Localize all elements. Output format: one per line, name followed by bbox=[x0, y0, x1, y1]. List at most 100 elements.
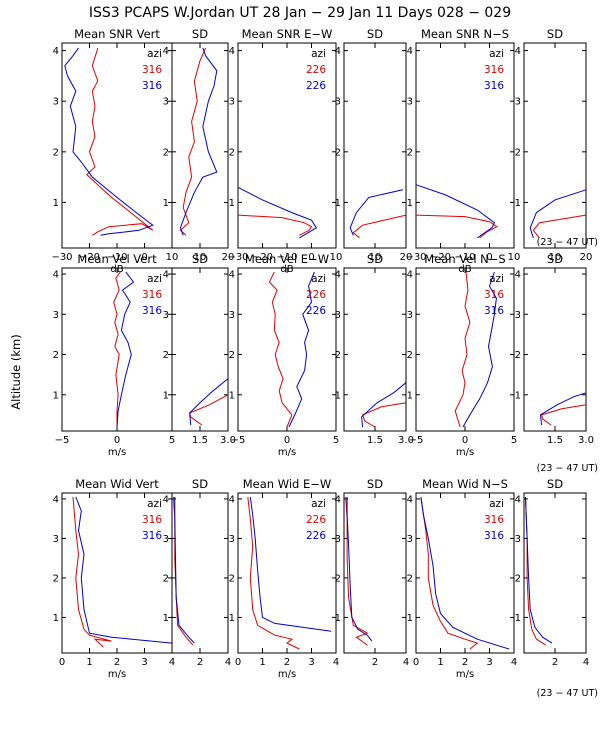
x-tick-label: 10 bbox=[194, 252, 207, 263]
y-tick-label: 4 bbox=[515, 270, 521, 281]
x-tick-label: 3 bbox=[308, 657, 314, 668]
azi-header: azi bbox=[311, 498, 326, 510]
x-tick-label: 20 bbox=[580, 252, 593, 263]
y-tick-label: 4 bbox=[53, 46, 59, 57]
y-tick-label: 2 bbox=[229, 573, 235, 584]
x-tick-label: 0 bbox=[486, 252, 492, 263]
y-tick-label: 4 bbox=[163, 270, 169, 281]
azi-blue-label: 316 bbox=[484, 530, 504, 542]
series-line-blue bbox=[462, 271, 497, 428]
panel-frame bbox=[523, 42, 587, 249]
panel-wid-ew: Mean Wid E−W 1 2 3 4 0 1 2 3 4 m/s azi 226 226 bbox=[229, 477, 340, 680]
y-tick-label: 1 bbox=[163, 613, 169, 624]
series-line-blue bbox=[174, 497, 195, 644]
y-tick-label: 4 bbox=[515, 46, 521, 57]
y-tick-label: 3 bbox=[335, 534, 341, 545]
series-line-blue bbox=[361, 382, 407, 428]
x-tick-label: 4 bbox=[169, 657, 175, 668]
y-tick-label: 3 bbox=[335, 97, 341, 108]
x-tick-label: 10 bbox=[166, 252, 179, 263]
y-tick-label: 2 bbox=[163, 573, 169, 584]
series-line-blue bbox=[237, 186, 318, 239]
x-tick-label: 0 bbox=[114, 435, 120, 446]
y-tick-label: 1 bbox=[407, 613, 413, 624]
panel-title: Mean Wid N−S bbox=[422, 477, 508, 491]
series-line-red bbox=[189, 394, 229, 426]
series-line-blue bbox=[249, 496, 332, 632]
y-tick-label: 1 bbox=[515, 198, 521, 209]
azi-red-label: 226 bbox=[306, 64, 326, 76]
ut-note-row-2: (23 − 47 UT) bbox=[537, 463, 598, 474]
series-line-blue bbox=[288, 271, 315, 428]
x-tick-label: 10 bbox=[330, 252, 343, 263]
panel-title: Mean Wid Vert bbox=[75, 477, 159, 491]
panel-title: SD bbox=[547, 27, 563, 41]
y-tick-label: 4 bbox=[407, 494, 413, 505]
azi-blue-label: 316 bbox=[484, 305, 504, 317]
azi-blue-label: 226 bbox=[306, 305, 326, 317]
x-tick-label: 2 bbox=[372, 657, 378, 668]
panel-title: Mean SNR E−W bbox=[242, 27, 333, 41]
y-tick-label: 3 bbox=[407, 97, 413, 108]
azi-blue-label: 316 bbox=[142, 80, 162, 92]
y-tick-label: 2 bbox=[515, 147, 521, 158]
x-tick-label: 4 bbox=[403, 657, 409, 668]
x-tick-label: 1.5 bbox=[547, 435, 563, 446]
y-tick-label: 4 bbox=[515, 494, 521, 505]
y-tick-label: 3 bbox=[163, 310, 169, 321]
x-tick-label: 4 bbox=[583, 657, 589, 668]
x-tick-label: −10 bbox=[276, 252, 297, 263]
panel-wid-vert: Mean Wid Vert 1 2 3 4 0 1 2 3 4 m/s azi 316 316 bbox=[53, 477, 176, 680]
azi-blue-label: 316 bbox=[142, 305, 162, 317]
y-tick-label: 1 bbox=[229, 390, 235, 401]
series-line-blue bbox=[415, 184, 496, 239]
x-tick-label: −5 bbox=[409, 435, 424, 446]
x-tick-label: 20 bbox=[222, 252, 235, 263]
y-tick-label: 2 bbox=[335, 573, 341, 584]
azi-blue-label: 226 bbox=[306, 530, 326, 542]
y-tick-label: 2 bbox=[163, 147, 169, 158]
y-tick-label: 2 bbox=[335, 350, 341, 361]
y-tick-label: 2 bbox=[407, 350, 413, 361]
panel-title: Mean Vel Vert bbox=[77, 252, 157, 266]
y-tick-label: 2 bbox=[407, 573, 413, 584]
panel-title: SD bbox=[547, 477, 563, 491]
y-tick-label: 4 bbox=[229, 270, 235, 281]
azi-red-label: 316 bbox=[484, 64, 504, 76]
series-line-blue bbox=[529, 189, 587, 239]
y-tick-label: 3 bbox=[407, 534, 413, 545]
azi-red-label: 226 bbox=[306, 514, 326, 526]
x-tick-label: 20 bbox=[400, 252, 413, 263]
y-tick-label: 4 bbox=[53, 270, 59, 281]
y-tick-label: 2 bbox=[229, 147, 235, 158]
x-tick-label: 1 bbox=[259, 657, 265, 668]
x-tick-label: 3.0 bbox=[220, 435, 236, 446]
x-tick-label: 0 bbox=[413, 657, 419, 668]
panel-snr-ns-sd: SD 1 2 3 4 10 20 bbox=[515, 27, 593, 263]
series-line-blue bbox=[420, 496, 510, 650]
series-line-blue bbox=[116, 271, 135, 428]
azi-header: azi bbox=[489, 498, 504, 510]
x-tick-label: 2 bbox=[462, 657, 468, 668]
x-tick-label: 2 bbox=[197, 657, 203, 668]
panel-snr-vert-sd: SD 1 2 3 4 10 20 bbox=[163, 27, 235, 263]
panel-frame bbox=[343, 492, 407, 654]
panel-title: SD bbox=[547, 252, 563, 266]
x-tick-label: −20 bbox=[79, 252, 100, 263]
y-tick-label: 1 bbox=[163, 198, 169, 209]
x-tick-label: 1 bbox=[437, 657, 443, 668]
y-tick-label: 1 bbox=[229, 198, 235, 209]
y-tick-label: 1 bbox=[163, 390, 169, 401]
x-tick-label: −20 bbox=[430, 252, 451, 263]
y-tick-label: 1 bbox=[335, 613, 341, 624]
y-tick-label: 4 bbox=[53, 494, 59, 505]
y-tick-label: 3 bbox=[163, 534, 169, 545]
x-axis-label: m/s bbox=[456, 669, 474, 680]
azi-header: azi bbox=[147, 273, 162, 285]
series-line-red bbox=[420, 496, 479, 650]
series-line-red bbox=[237, 214, 313, 236]
series-line-red bbox=[345, 496, 369, 646]
